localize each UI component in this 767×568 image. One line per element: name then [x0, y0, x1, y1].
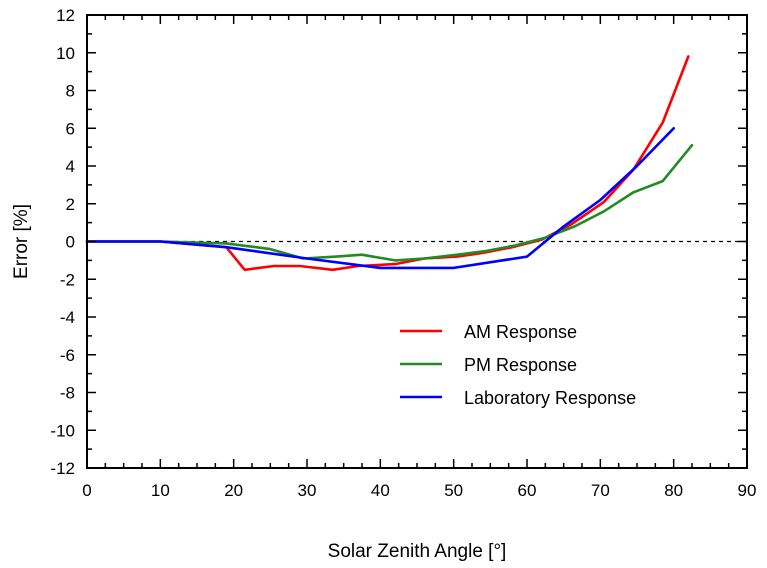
- x-tick-label: 80: [664, 481, 683, 500]
- y-tick-label: -8: [60, 384, 75, 403]
- x-tick-label: 50: [444, 481, 463, 500]
- y-tick-label: 12: [56, 6, 75, 25]
- series-line-pm-response: [85, 143, 694, 262]
- y-tick-label: -10: [50, 421, 75, 440]
- axes: 0 10 20 30 40 50 60 70 80 90121086420-2-4-6-8-10-…: [50, 6, 756, 500]
- y-axis-title: Error [%]: [11, 204, 32, 279]
- x-tick-label: 20: [224, 481, 243, 500]
- y-tick-label: 2: [66, 195, 75, 214]
- x-tick-label: 70: [591, 481, 610, 500]
- y-tick-label: -12: [50, 459, 75, 478]
- x-axis-title: Solar Zenith Angle [°]: [328, 541, 507, 562]
- x-tick-label: 40: [371, 481, 390, 500]
- x-tick-label: 30: [298, 481, 317, 500]
- legend: AM Response PM Response Laboratory Respons…: [400, 322, 636, 408]
- y-tick-label: -4: [60, 308, 75, 327]
- y-tick-label: -6: [60, 346, 75, 365]
- y-tick-label: 8: [66, 82, 75, 101]
- plot-area: [85, 55, 747, 272]
- y-tick-label: 10: [56, 44, 75, 63]
- x-tick-label: 10: [151, 481, 170, 500]
- x-tick-label: 90: [738, 481, 757, 500]
- legend-label: Laboratory Response: [464, 388, 636, 408]
- y-tick-label: 0: [66, 233, 75, 252]
- x-tick-label: 0: [82, 481, 91, 500]
- x-tick-label: 60: [518, 481, 537, 500]
- legend-label: PM Response: [464, 355, 577, 375]
- y-tick-label: -2: [60, 270, 75, 289]
- legend-label: AM Response: [464, 322, 577, 342]
- y-tick-label: 6: [66, 119, 75, 138]
- series-line-laboratory-response: [85, 127, 676, 270]
- series-line-am-response: [85, 55, 690, 272]
- y-tick-label: 4: [66, 157, 75, 176]
